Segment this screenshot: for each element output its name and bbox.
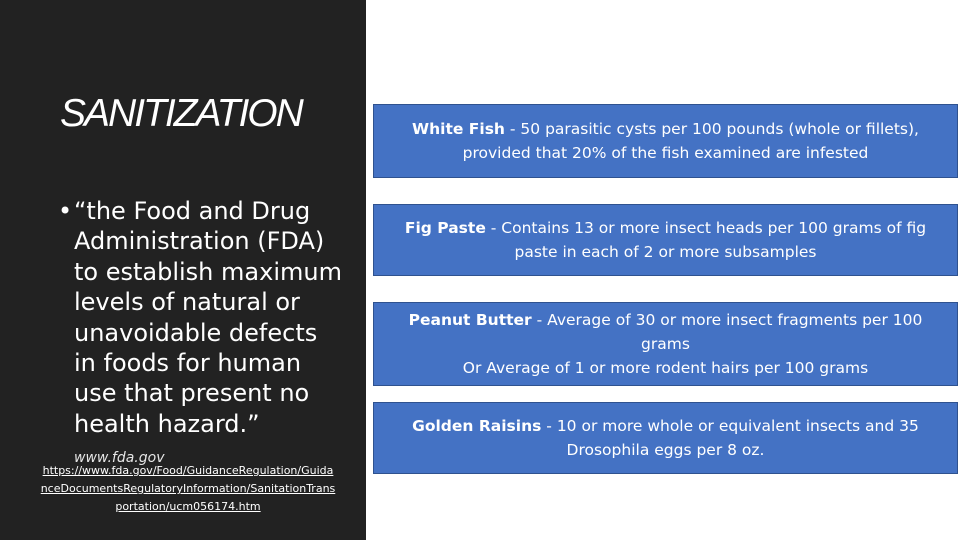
- box-line: Golden Raisins - 10 or more whole or equ…: [384, 414, 947, 462]
- box-heading: White Fish: [412, 120, 505, 138]
- bullet-marker: •: [58, 197, 73, 225]
- box-heading: Peanut Butter: [408, 311, 532, 329]
- source-link[interactable]: https://www.fda.gov/Food/GuidanceRegulat…: [40, 464, 336, 513]
- box-text: Contains 13 or more insect heads per 100…: [501, 219, 927, 261]
- box-line: Peanut Butter - Average of 30 or more in…: [384, 308, 947, 356]
- box-separator: -: [531, 311, 548, 329]
- bullet-text: “the Food and Drug Administration (FDA) …: [58, 196, 343, 474]
- defect-box-golden-raisins: Golden Raisins - 10 or more whole or equ…: [373, 402, 958, 474]
- box-text: Average of 30 or more insect fragments p…: [547, 311, 923, 353]
- slide-title: SANITIZATION: [60, 92, 304, 135]
- box-heading: Golden Raisins: [412, 417, 542, 435]
- left-panel: SANITIZATION • “the Food and Drug Admini…: [0, 0, 366, 540]
- box-text: 50 parasitic cysts per 100 pounds (whole…: [462, 120, 919, 162]
- box-separator: -: [541, 417, 557, 435]
- quote-source: www.fda.gov: [74, 450, 165, 467]
- box-line-2: Or Average of 1 or more rodent hairs per…: [462, 359, 869, 377]
- bullet-quote: • “the Food and Drug Administration (FDA…: [58, 196, 343, 474]
- box-line: White Fish - 50 parasitic cysts per 100 …: [384, 117, 947, 165]
- box-heading: Fig Paste: [404, 219, 486, 237]
- defect-box-fig-paste: Fig Paste - Contains 13 or more insect h…: [373, 204, 958, 276]
- quote-text: “the Food and Drug Administration (FDA) …: [74, 197, 342, 438]
- defect-box-peanut-butter: Peanut Butter - Average of 30 or more in…: [373, 302, 958, 386]
- box-separator: -: [504, 120, 521, 138]
- defect-box-white-fish: White Fish - 50 parasitic cysts per 100 …: [373, 104, 958, 178]
- box-text: 10 or more whole or equivalent insects a…: [556, 417, 919, 459]
- box-separator: -: [485, 219, 502, 237]
- box-line: Fig Paste - Contains 13 or more insect h…: [384, 216, 947, 264]
